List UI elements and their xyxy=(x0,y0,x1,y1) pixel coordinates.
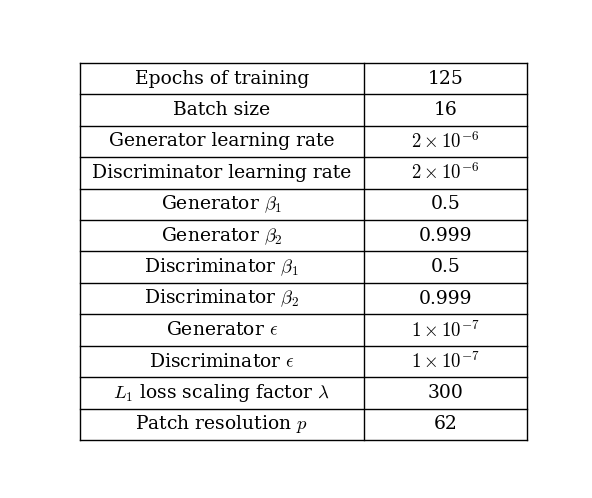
Text: 0.5: 0.5 xyxy=(430,195,461,213)
Text: Discriminator $\beta_1$: Discriminator $\beta_1$ xyxy=(144,256,299,278)
Text: Discriminator $\beta_2$: Discriminator $\beta_2$ xyxy=(144,288,300,309)
Text: $2 \times 10^{-6}$: $2 \times 10^{-6}$ xyxy=(411,131,480,152)
Text: Generator learning rate: Generator learning rate xyxy=(109,132,334,150)
Text: Epochs of training: Epochs of training xyxy=(134,70,309,88)
Text: Generator $\beta_1$: Generator $\beta_1$ xyxy=(161,194,282,215)
Text: Generator $\beta_2$: Generator $\beta_2$ xyxy=(161,225,282,247)
Text: 16: 16 xyxy=(434,101,458,119)
Text: $L_1$ loss scaling factor $\lambda$: $L_1$ loss scaling factor $\lambda$ xyxy=(113,382,330,404)
Text: Discriminator $\epsilon$: Discriminator $\epsilon$ xyxy=(149,353,295,371)
Text: 125: 125 xyxy=(427,70,464,88)
Text: Patch resolution $p$: Patch resolution $p$ xyxy=(135,413,308,435)
Text: $2 \times 10^{-6}$: $2 \times 10^{-6}$ xyxy=(411,162,480,183)
Text: 300: 300 xyxy=(427,384,464,402)
Text: 0.999: 0.999 xyxy=(419,290,472,308)
Text: $1 \times 10^{-7}$: $1 \times 10^{-7}$ xyxy=(411,320,480,341)
Text: Batch size: Batch size xyxy=(173,101,270,119)
Text: 0.5: 0.5 xyxy=(430,258,461,276)
Text: 0.999: 0.999 xyxy=(419,227,472,245)
Text: Discriminator learning rate: Discriminator learning rate xyxy=(92,164,351,182)
Text: $1 \times 10^{-7}$: $1 \times 10^{-7}$ xyxy=(411,351,480,372)
Text: Generator $\epsilon$: Generator $\epsilon$ xyxy=(166,321,278,339)
Text: 62: 62 xyxy=(433,415,458,433)
